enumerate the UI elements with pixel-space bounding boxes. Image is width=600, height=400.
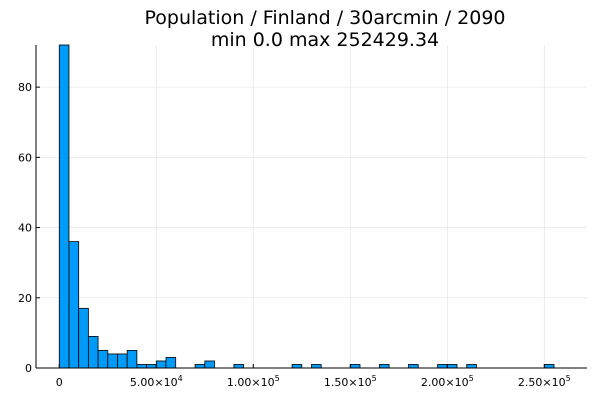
y-tick-label: 60 [18,151,32,164]
chart-subtitle: min 0.0 max 252429.34 [211,29,439,51]
x-tick-label: 1.50×105 [324,374,377,389]
x-tick-label: 1.00×105 [227,374,280,389]
histogram-bar [446,364,458,369]
chart-title: Population / Finland / 30arcmin / 2090 [145,7,506,29]
histogram-bar [437,364,448,369]
histogram-bar [466,364,477,369]
histogram-bar [126,350,138,369]
histogram-bar [349,364,361,369]
x-tick-label: 2.00×105 [421,374,474,389]
histogram-bar [194,364,206,369]
x-tick-label: 2.50×105 [518,374,571,389]
histogram-bar [58,44,70,369]
histogram-bar [204,360,215,369]
x-tick-label: 0 [56,376,63,389]
y-tick-label: 0 [25,362,32,375]
histogram-bar [291,364,303,369]
histogram-bar [68,241,80,369]
histogram-bar [311,364,322,369]
y-tick-label: 20 [18,292,32,305]
histogram-bar [87,336,99,369]
histogram-bar [233,364,244,369]
tick-labels: 0 5.00×104 1.00×105 1.50×105 2.00×105 2.50×10… [18,81,571,389]
histogram-bar [117,353,128,369]
histogram-bar [408,364,419,369]
histogram-bar [107,353,118,369]
bars [58,44,555,369]
histogram-bar [146,364,157,369]
x-tick-label: 5.00×104 [130,374,183,389]
histogram-bar [379,364,390,369]
histogram-bar [136,364,147,369]
histogram-bar [155,360,167,369]
histogram-bar [97,350,109,369]
y-tick-label: 40 [18,222,32,235]
histogram-bar [165,357,177,369]
grid [36,45,587,369]
histogram-bar [543,364,555,369]
y-tick-label: 80 [18,81,32,94]
histogram-bar [78,307,89,369]
